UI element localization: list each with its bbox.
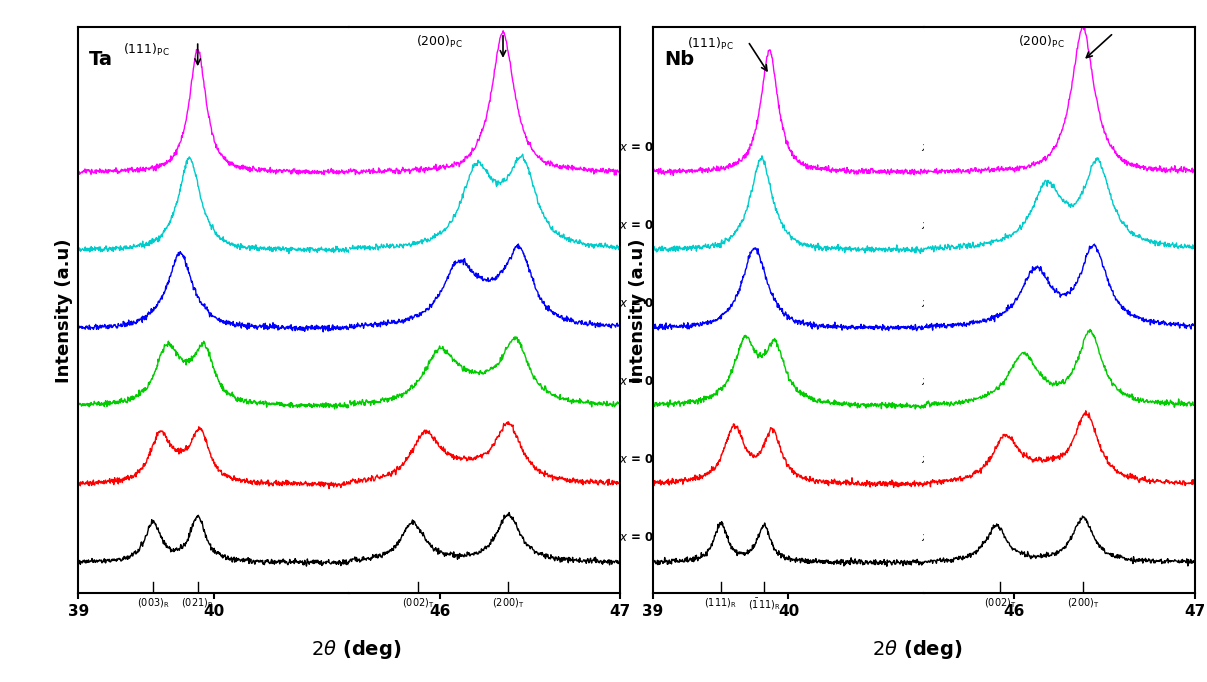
Text: $x$ = 0.04: $x$ = 0.04: [921, 219, 976, 232]
Text: $x$ = 0.02: $x$ = 0.02: [619, 375, 674, 388]
Text: $2\theta$ (deg): $2\theta$ (deg): [873, 638, 962, 661]
Text: $(111)_\mathrm{PC}$: $(111)_\mathrm{PC}$: [687, 36, 733, 53]
Text: Nb: Nb: [664, 50, 694, 69]
Y-axis label: Intensity (a.u): Intensity (a.u): [629, 238, 647, 383]
Text: Ta: Ta: [89, 50, 113, 69]
Y-axis label: Intensity (a.u): Intensity (a.u): [54, 238, 72, 383]
Text: $(021)_\mathrm{R}$: $(021)_\mathrm{R}$: [181, 596, 214, 610]
Text: $(\bar{1}11)_\mathrm{R}$: $(\bar{1}11)_\mathrm{R}$: [747, 596, 781, 612]
Text: $x$ = 0.03: $x$ = 0.03: [619, 297, 674, 310]
Text: $(200)_\mathrm{T}$: $(200)_\mathrm{T}$: [492, 596, 525, 610]
Text: $(200)_\mathrm{T}$: $(200)_\mathrm{T}$: [1067, 596, 1100, 610]
Text: $x$ = 0: $x$ = 0: [921, 531, 956, 544]
Text: $x$ = 0.02: $x$ = 0.02: [921, 375, 976, 388]
Text: $x$ = 0.04: $x$ = 0.04: [619, 219, 675, 232]
Text: $(002)_\mathrm{T}$: $(002)_\mathrm{T}$: [402, 596, 435, 610]
Text: $x$ = 0.03: $x$ = 0.03: [921, 297, 976, 310]
Text: $(111)_\mathrm{PC}$: $(111)_\mathrm{PC}$: [123, 42, 169, 58]
Text: $2\theta$ (deg): $2\theta$ (deg): [311, 638, 401, 661]
Text: $(111)_\mathrm{R}$: $(111)_\mathrm{R}$: [705, 596, 737, 610]
Text: $x$ = 0.05: $x$ = 0.05: [619, 140, 674, 153]
Text: $x$ = 0.01: $x$ = 0.01: [921, 453, 976, 466]
Text: $x$ = 0: $x$ = 0: [619, 531, 653, 544]
Text: $x$ = 0.01: $x$ = 0.01: [619, 453, 674, 466]
Text: $(200)_\mathrm{PC}$: $(200)_\mathrm{PC}$: [1018, 33, 1065, 50]
Text: $x$ = 0.05: $x$ = 0.05: [921, 140, 976, 153]
Text: $(002)_\mathrm{T}$: $(002)_\mathrm{T}$: [984, 596, 1016, 610]
Text: $(003)_\mathrm{R}$: $(003)_\mathrm{R}$: [136, 596, 169, 610]
Text: $(200)_\mathrm{PC}$: $(200)_\mathrm{PC}$: [416, 33, 463, 50]
